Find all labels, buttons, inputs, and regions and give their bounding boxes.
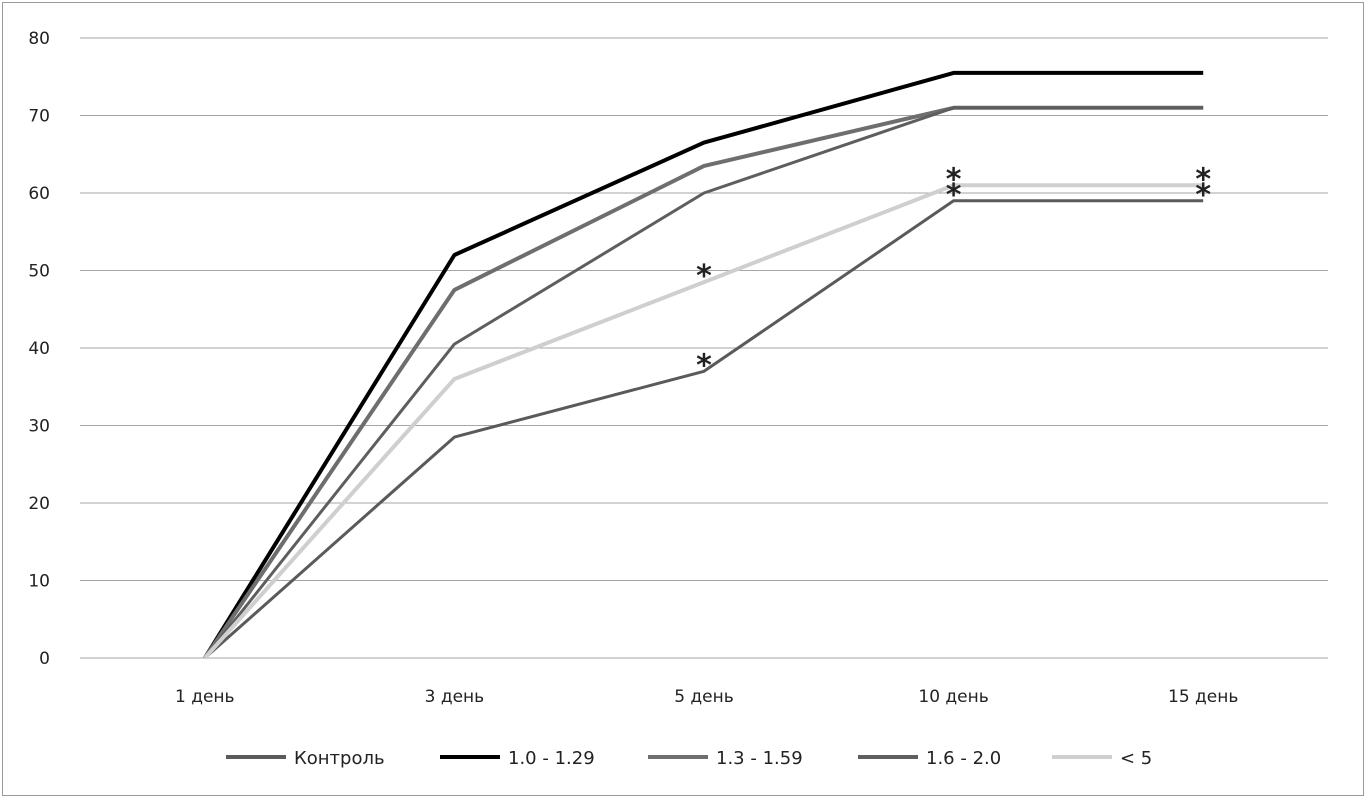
y-tick-label: 30 xyxy=(28,417,50,437)
series-line-4 xyxy=(203,183,1204,660)
y-tick-label: 10 xyxy=(28,572,50,592)
x-tick-label: 3 день xyxy=(425,687,485,707)
y-tick-label: 0 xyxy=(39,649,50,669)
annotations: **** ** xyxy=(696,162,1211,383)
significance-marker: * xyxy=(696,259,712,294)
legend-label-0: Контроль xyxy=(294,748,385,769)
y-tick-label: 80 xyxy=(28,29,50,49)
y-tick-label: 70 xyxy=(28,107,50,127)
x-tick-label: 15 день xyxy=(1168,687,1238,707)
gridlines xyxy=(80,37,1328,659)
significance-marker: * xyxy=(1195,178,1211,213)
series-lines xyxy=(203,70,1204,660)
legend-label-4: < 5 xyxy=(1120,748,1152,769)
legend-label-3: 1.6 - 2.0 xyxy=(926,748,1001,769)
x-tick-label: 10 день xyxy=(918,687,988,707)
series-line-0 xyxy=(203,199,1204,660)
x-tick-label: 5 день xyxy=(674,687,734,707)
legend-label-2: 1.3 - 1.59 xyxy=(716,748,803,769)
series-line-1 xyxy=(203,70,1204,660)
x-axis-ticks: 1 день 3 день 5 день 10 день 15 день xyxy=(175,687,1238,707)
x-tick-label: 1 день xyxy=(175,687,235,707)
y-tick-label: 50 xyxy=(28,262,50,282)
series-line-3 xyxy=(203,106,1204,659)
significance-marker: * xyxy=(696,348,712,383)
significance-marker: * xyxy=(1195,162,1211,197)
legend-label-1: 1.0 - 1.29 xyxy=(508,748,595,769)
y-tick-label: 20 xyxy=(28,494,50,514)
y-axis-ticks: 0 10 20 30 40 50 60 70 80 xyxy=(28,29,50,669)
y-tick-label: 60 xyxy=(28,184,50,204)
legend: Контроль 1.0 - 1.29 1.3 - 1.59 1.6 - 2.0 < 5 xyxy=(226,748,1152,769)
significance-marker: * xyxy=(946,162,962,197)
significance-marker: * xyxy=(946,178,962,213)
y-tick-label: 40 xyxy=(28,339,50,359)
